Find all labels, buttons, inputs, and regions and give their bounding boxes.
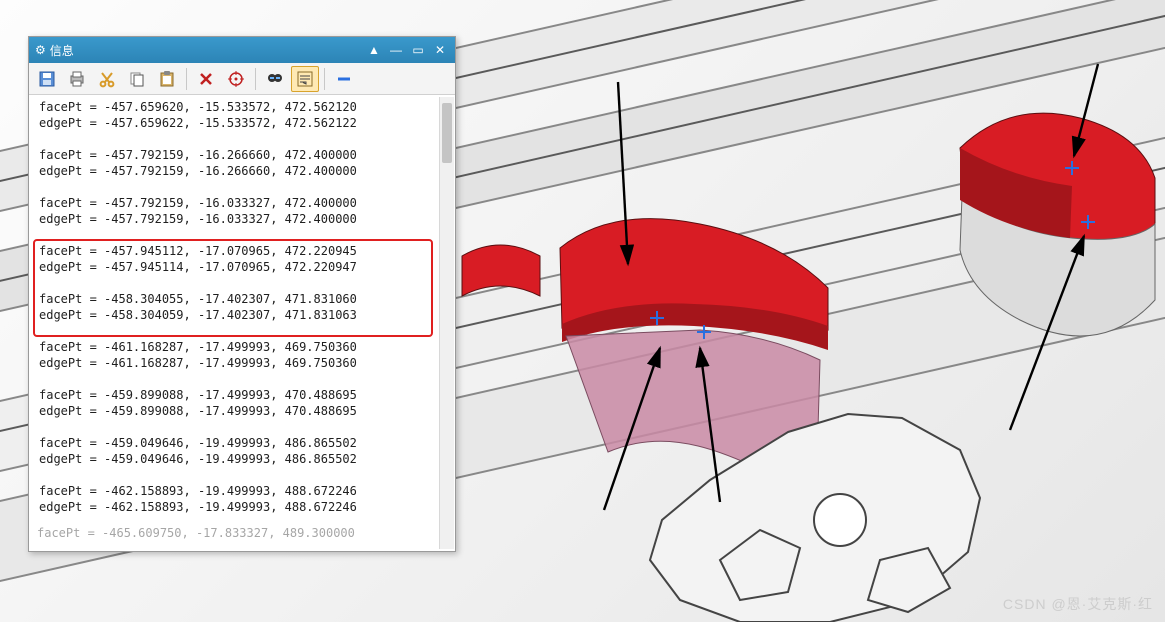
log-pair: facePt = -457.792159, -16.033327, 472.40…	[37, 195, 439, 227]
paste-button[interactable]	[153, 66, 181, 92]
log-line: edgePt = -458.304059, -17.402307, 471.83…	[37, 307, 439, 323]
log-line: edgePt = -457.792159, -16.033327, 472.40…	[37, 211, 439, 227]
find-button[interactable]	[261, 66, 289, 92]
toolbar-separator	[255, 68, 256, 90]
log-line: facePt = -459.049646, -19.499993, 486.86…	[37, 435, 439, 451]
collapse-button[interactable]	[330, 66, 358, 92]
log-pair: facePt = -457.945112, -17.070965, 472.22…	[37, 243, 439, 275]
scrollbar[interactable]	[439, 97, 454, 549]
window-title: 信息	[50, 42, 363, 59]
log-line: edgePt = -459.899088, -17.499993, 470.48…	[37, 403, 439, 419]
toolbar	[29, 63, 455, 95]
log-line: facePt = -461.168287, -17.499993, 469.75…	[37, 339, 439, 355]
log-line: edgePt = -457.792159, -16.266660, 472.40…	[37, 163, 439, 179]
log-line: facePt = -459.899088, -17.499993, 470.48…	[37, 387, 439, 403]
titlebar[interactable]: ⚙ 信息 ▲ — ▭ ✕	[29, 37, 455, 63]
target-button[interactable]	[222, 66, 250, 92]
log-line: edgePt = -462.158893, -19.499993, 488.67…	[37, 499, 439, 515]
print-button[interactable]	[63, 66, 91, 92]
log-pair: facePt = -458.304055, -17.402307, 471.83…	[37, 291, 439, 323]
gear-icon: ⚙	[35, 43, 46, 57]
maximize-button[interactable]: ▭	[407, 41, 429, 59]
log-line: edgePt = -457.945114, -17.070965, 472.22…	[37, 259, 439, 275]
log-line: facePt = -457.792159, -16.033327, 472.40…	[37, 195, 439, 211]
log-line: edgePt = -459.049646, -19.499993, 486.86…	[37, 451, 439, 467]
log-pair: facePt = -457.792159, -16.266660, 472.40…	[37, 147, 439, 179]
log-line: edgePt = -457.659622, -15.533572, 472.56…	[37, 115, 439, 131]
delete-button[interactable]	[192, 66, 220, 92]
log-line: facePt = -457.659620, -15.533572, 472.56…	[37, 99, 439, 115]
log-line: facePt = -462.158893, -19.499993, 488.67…	[37, 483, 439, 499]
log-line: edgePt = -461.168287, -17.499993, 469.75…	[37, 355, 439, 371]
scrollbar-thumb[interactable]	[442, 103, 452, 163]
info-window: ⚙ 信息 ▲ — ▭ ✕	[28, 36, 456, 552]
log-line: facePt = -458.304055, -17.402307, 471.83…	[37, 291, 439, 307]
wordwrap-button[interactable]	[291, 66, 319, 92]
roll-up-button[interactable]: ▲	[363, 41, 385, 59]
watermark: CSDN @恩·艾克斯·红	[1003, 594, 1153, 614]
minimize-button[interactable]: —	[385, 41, 407, 59]
log-pair: facePt = -457.659620, -15.533572, 472.56…	[37, 99, 439, 131]
log-pair: facePt = -461.168287, -17.499993, 469.75…	[37, 339, 439, 371]
save-button[interactable]	[33, 66, 61, 92]
toolbar-separator	[324, 68, 325, 90]
close-button[interactable]: ✕	[429, 41, 451, 59]
log-pair: facePt = -459.899088, -17.499993, 470.48…	[37, 387, 439, 419]
log-line: facePt = -465.609750, -17.833327, 489.30…	[37, 525, 439, 541]
log-line: facePt = -457.945112, -17.070965, 472.22…	[37, 243, 439, 259]
copy-button[interactable]	[123, 66, 151, 92]
log-pair: facePt = -459.049646, -19.499993, 486.86…	[37, 435, 439, 467]
log-content[interactable]: facePt = -457.659620, -15.533572, 472.56…	[29, 95, 455, 551]
log-line: facePt = -457.792159, -16.266660, 472.40…	[37, 147, 439, 163]
log-pair: facePt = -462.158893, -19.499993, 488.67…	[37, 483, 439, 515]
toolbar-separator	[186, 68, 187, 90]
cut-button[interactable]	[93, 66, 121, 92]
